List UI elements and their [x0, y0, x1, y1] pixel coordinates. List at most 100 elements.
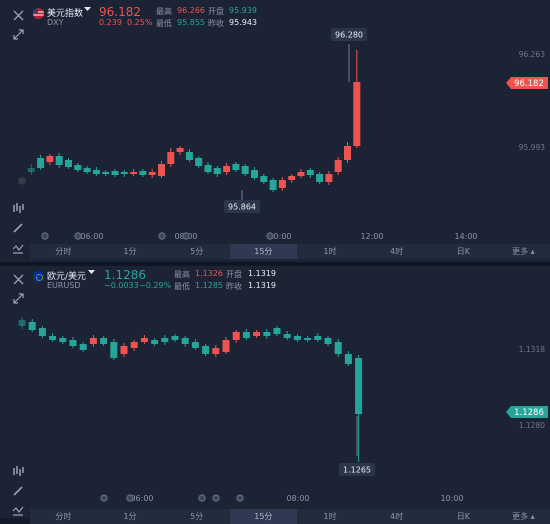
close-icon[interactable]: [9, 270, 27, 288]
eu-flag-icon: [33, 271, 44, 282]
candle-body: [161, 338, 169, 342]
candle-body: [195, 158, 203, 166]
candle-body: [232, 332, 240, 340]
expand-icon[interactable]: [9, 25, 27, 43]
low-label: 最低: [174, 282, 190, 291]
candle-body: [204, 165, 212, 172]
candle-body: [334, 160, 342, 172]
timeframe-more[interactable]: 更多 ▴: [512, 247, 535, 256]
candle-body: [222, 340, 230, 352]
instrument-symbol: DXY: [47, 18, 64, 27]
line-chart-icon[interactable]: [10, 502, 25, 517]
dropdown-arrow-icon[interactable]: [88, 268, 95, 278]
candle-body: [355, 358, 363, 414]
pencil-icon[interactable]: [10, 483, 25, 498]
high-value: 1.1326: [195, 269, 223, 278]
timeframe-tab[interactable]: 1分: [123, 512, 137, 521]
price-change-pct: 0.25%: [127, 18, 153, 27]
timeframe-more[interactable]: 更多 ▴: [512, 512, 535, 521]
timeframe-tab[interactable]: 5分: [190, 247, 204, 256]
x-tick-label: 10:00: [440, 494, 463, 503]
low-label: 最低: [156, 19, 172, 28]
candle-body: [171, 336, 179, 340]
high-value: 96.266: [177, 6, 205, 15]
x-tick-label: 10:00: [268, 232, 291, 241]
timeframe-tab[interactable]: 5分: [190, 512, 204, 521]
y-tick-label: 1.1318: [519, 345, 545, 354]
expand-icon[interactable]: [9, 289, 27, 307]
open-value: 1.1319: [248, 269, 276, 278]
candle-body: [241, 166, 249, 174]
last-price: 1.1286: [104, 268, 146, 282]
candle-body: [158, 164, 165, 176]
timeframe-tab[interactable]: 日K: [456, 247, 470, 256]
candle-body: [202, 346, 210, 354]
candlestick-chart-eurusd[interactable]: 1.1318 1.1280 06:00 08:00 10:00 1.1286 1.1265: [0, 266, 550, 510]
candle-body: [89, 338, 97, 344]
candle-body: [28, 322, 36, 330]
instrument-name[interactable]: 欧元/美元: [47, 272, 87, 282]
pencil-icon[interactable]: [10, 220, 25, 235]
candlestick-chart-dxy[interactable]: 96.26395.99306:0008:0010:0012:0014:0096.…: [0, 0, 550, 245]
x-tick-label: 06:00: [130, 494, 153, 503]
indicator-icon[interactable]: [10, 200, 25, 215]
timeframe-tab[interactable]: 日K: [456, 512, 470, 521]
price-tag-label: 96.182: [514, 79, 544, 89]
candle-body: [120, 172, 128, 174]
timeframe-tab[interactable]: 1分: [123, 247, 137, 256]
panel-divider[interactable]: [0, 262, 550, 266]
chart-panel-dxy: 美元指数 DXY 96.182 0.239 0.25% 最高 96.266 开盘…: [0, 0, 550, 259]
candle-body: [297, 172, 305, 176]
timeframe-bar: 分时 1分 5分 15分 1时 4时 日K 更多 ▴: [30, 244, 550, 259]
timeframe-tab[interactable]: 4时: [390, 512, 404, 521]
callout-label: 1.1265: [343, 466, 371, 475]
candle-body: [304, 338, 312, 340]
open-label: 开盘: [226, 270, 242, 279]
candle-body: [316, 174, 324, 182]
timeframe-tab[interactable]: 分时: [55, 512, 72, 521]
line-chart-icon[interactable]: [10, 240, 25, 255]
x-tick-label: 14:00: [454, 232, 477, 241]
candle-body: [151, 340, 159, 344]
high-label: 最高: [174, 270, 190, 279]
timeframe-tab[interactable]: 分时: [55, 247, 72, 256]
candle-body: [288, 176, 296, 180]
candle-body: [74, 165, 82, 170]
more-label: 更多: [512, 247, 529, 256]
candle-body: [325, 174, 333, 182]
price-tag-label: 1.1286: [514, 408, 544, 418]
high-label: 最高: [156, 7, 172, 16]
candle-body: [69, 340, 77, 346]
timeframe-tab-active[interactable]: 15分: [230, 244, 297, 259]
callout-box: [339, 463, 375, 476]
event-dot: [266, 232, 274, 240]
indicator-icon[interactable]: [10, 463, 25, 478]
candle-body: [273, 328, 281, 334]
candle-body: [263, 332, 271, 336]
timeframe-tab[interactable]: 1时: [323, 512, 337, 521]
candle-body: [83, 168, 91, 172]
candle-body: [253, 332, 261, 336]
candle-body: [260, 176, 268, 182]
candle-body: [191, 342, 199, 348]
candle-body: [353, 82, 361, 146]
callout-label: 96.280: [335, 31, 363, 40]
candle-body: [185, 152, 193, 160]
timeframe-tab[interactable]: 4时: [390, 247, 404, 256]
candle-body: [167, 152, 175, 164]
x-tick-label: 06:00: [80, 232, 103, 241]
candle-body: [148, 172, 156, 175]
y-tick-label: 96.263: [519, 50, 545, 59]
candle-body: [181, 338, 189, 344]
close-icon[interactable]: [9, 6, 27, 24]
price-change: 0.239: [99, 18, 122, 27]
instrument-name[interactable]: 美元指数: [47, 9, 84, 19]
prev-close-value: 95.943: [229, 18, 257, 27]
candle-body: [18, 178, 26, 184]
candle-body: [65, 160, 72, 167]
y-tick-label: 95.993: [519, 143, 545, 152]
timeframe-tab-active[interactable]: 15分: [230, 509, 297, 524]
dropdown-arrow-icon[interactable]: [84, 5, 91, 15]
timeframe-tab[interactable]: 1时: [323, 247, 337, 256]
instrument-symbol: EURUSD: [47, 281, 81, 290]
